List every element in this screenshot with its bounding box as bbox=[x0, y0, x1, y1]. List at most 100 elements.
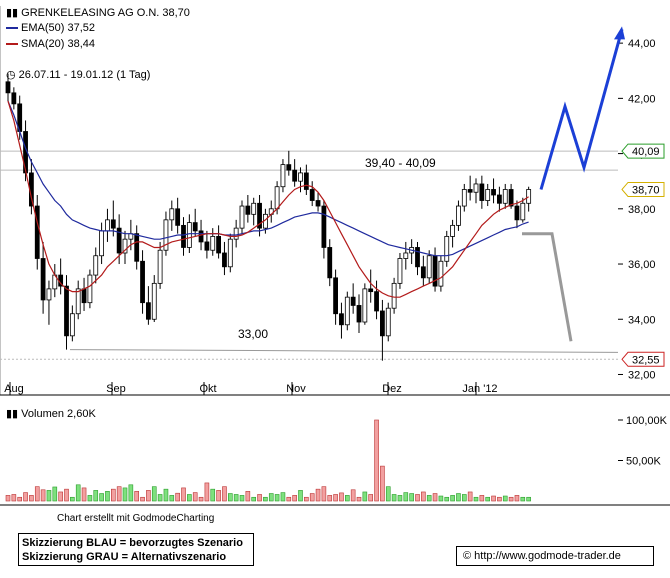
candle-down bbox=[198, 230, 204, 243]
candle-down bbox=[368, 288, 374, 293]
ema-swatch bbox=[6, 27, 18, 30]
volume-bar bbox=[40, 489, 46, 502]
source-url[interactable]: © http://www.godmode-trader.de bbox=[456, 546, 654, 566]
candle-down bbox=[415, 247, 420, 268]
volume-bar bbox=[309, 493, 315, 502]
candle-up bbox=[169, 208, 175, 221]
candle-down bbox=[491, 189, 496, 196]
volume-bar bbox=[467, 491, 473, 502]
candle-down bbox=[286, 164, 292, 171]
volume-bar bbox=[58, 491, 63, 502]
volume-bar bbox=[34, 486, 40, 502]
volume-label-row: ▮▮ Volumen 2,60K bbox=[6, 407, 96, 420]
candle-up bbox=[87, 274, 93, 304]
candle-down bbox=[350, 296, 356, 306]
ema-label: EMA(50) 37,52 bbox=[21, 22, 95, 34]
candle-up bbox=[473, 183, 479, 193]
candle-up bbox=[456, 205, 461, 226]
y-tick-label: 32,00 bbox=[628, 369, 656, 381]
candle-down bbox=[11, 92, 17, 105]
candle-down bbox=[333, 277, 339, 315]
volume-bar bbox=[397, 495, 403, 502]
candle-down bbox=[181, 224, 186, 248]
volume-bar bbox=[339, 492, 344, 502]
candle-down bbox=[496, 194, 502, 204]
volume-bar bbox=[151, 486, 157, 502]
candle-up bbox=[391, 282, 397, 309]
bar-chart-icon: ▮▮ bbox=[6, 7, 19, 19]
candle-down bbox=[356, 305, 362, 323]
price-marker-box bbox=[621, 143, 665, 159]
volume-bar bbox=[415, 494, 420, 502]
candle-down bbox=[257, 202, 262, 229]
volume-bars-icon: ▮▮ bbox=[6, 408, 19, 420]
candle-down bbox=[245, 205, 251, 215]
sma-legend: SMA(20) 38,44 bbox=[6, 37, 95, 51]
candle-up bbox=[186, 222, 192, 248]
candle-up bbox=[210, 236, 216, 251]
volume-bar bbox=[526, 496, 531, 502]
volume-bar bbox=[391, 494, 397, 502]
y-tick-label: 44,00 bbox=[628, 38, 656, 50]
candle-down bbox=[175, 208, 181, 226]
candle-down bbox=[216, 236, 222, 254]
candle-up bbox=[105, 219, 110, 232]
volume-bar bbox=[239, 495, 245, 502]
chart-title-row: ▮▮ GRENKELEASING AG O.N. 38,70 bbox=[6, 6, 190, 20]
volume-bar bbox=[81, 487, 87, 502]
volume-bar bbox=[461, 494, 467, 502]
candle-up bbox=[520, 202, 526, 221]
candle-down bbox=[81, 288, 87, 304]
volume-bar bbox=[268, 493, 274, 502]
volume-bar bbox=[426, 495, 432, 502]
candle-down bbox=[64, 285, 69, 337]
candle-up bbox=[122, 238, 128, 254]
candle-up bbox=[502, 189, 508, 204]
candle-down bbox=[309, 189, 315, 201]
candle-up bbox=[46, 288, 52, 301]
support-level-label: 33,00 bbox=[238, 327, 268, 341]
candle-down bbox=[508, 189, 514, 207]
volume-bar bbox=[263, 496, 268, 502]
candle-down bbox=[321, 205, 327, 248]
scenario-note: Skizzierung BLAU = bevorzugtes Szenario … bbox=[18, 533, 254, 566]
volume-bar bbox=[17, 496, 23, 502]
candle-up bbox=[526, 189, 532, 204]
candle-up bbox=[403, 252, 409, 259]
y-tick-label: 36,00 bbox=[628, 259, 656, 271]
volume-bar bbox=[64, 488, 69, 502]
candle-up bbox=[444, 236, 450, 262]
volume-bar bbox=[157, 494, 163, 502]
candle-up bbox=[93, 255, 99, 276]
candle-down bbox=[116, 227, 122, 254]
candle-down bbox=[420, 266, 426, 279]
candle-up bbox=[157, 249, 163, 284]
volume-bar bbox=[350, 489, 356, 502]
volume-bar bbox=[368, 494, 374, 502]
volume-bar bbox=[23, 492, 28, 502]
period-row: ◷ 26.07.11 - 19.01.12 (1 Tag) bbox=[6, 68, 150, 82]
candle-down bbox=[339, 313, 344, 326]
candle-down bbox=[140, 260, 145, 304]
x-tick-label: Sep bbox=[106, 383, 126, 395]
volume-bar bbox=[192, 492, 198, 502]
candle-down bbox=[374, 291, 379, 312]
volume-bar bbox=[163, 488, 169, 502]
x-tick-label: Aug bbox=[4, 383, 24, 395]
volume-bar bbox=[105, 491, 110, 502]
volume-bar bbox=[116, 486, 122, 502]
volume-bar bbox=[216, 490, 221, 502]
candle-down bbox=[110, 219, 116, 229]
x-tick-label: Okt bbox=[199, 383, 216, 395]
volume-bar bbox=[356, 496, 362, 502]
volume-bar bbox=[245, 491, 251, 502]
volume-bar bbox=[257, 494, 262, 502]
volume-bar bbox=[286, 496, 292, 502]
volume-bar bbox=[502, 495, 508, 502]
candle-down bbox=[327, 247, 333, 279]
volume-tick-label: 50,00K bbox=[626, 456, 662, 468]
candle-up bbox=[461, 189, 467, 207]
candle-up bbox=[450, 224, 456, 237]
price-marker-box bbox=[621, 351, 665, 367]
volume-bar bbox=[99, 493, 104, 502]
